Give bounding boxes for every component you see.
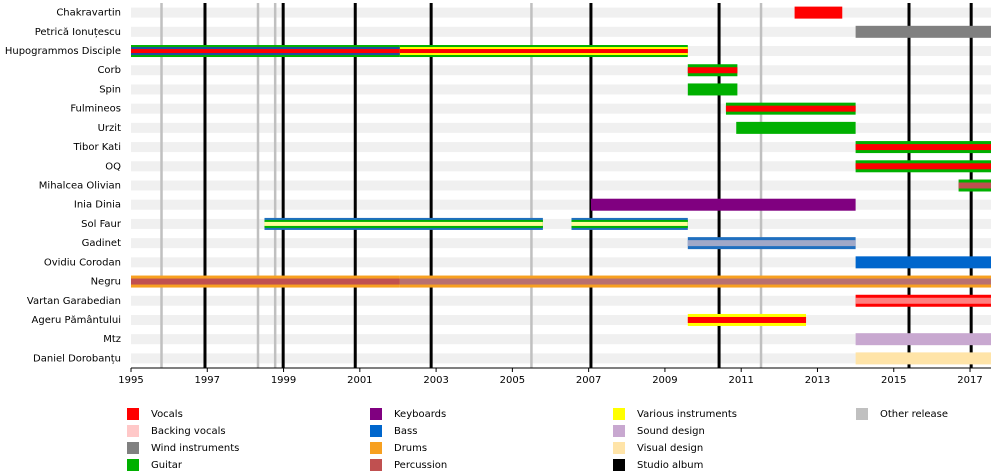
x-tick-label: 2009 xyxy=(652,375,677,386)
member-bar xyxy=(687,240,856,247)
row-band xyxy=(131,84,991,95)
legend-label: Bass xyxy=(394,426,417,437)
member-bar xyxy=(855,144,991,151)
row-band xyxy=(131,161,991,172)
member-label: Spin xyxy=(99,84,121,95)
member-bar xyxy=(855,256,991,269)
legend-swatch xyxy=(613,442,625,454)
member-bar xyxy=(687,316,807,323)
x-tick-label: 2015 xyxy=(881,375,906,386)
member-bar xyxy=(855,297,991,304)
row-band xyxy=(131,238,991,249)
x-tick-label: 1999 xyxy=(271,375,296,386)
member-bar xyxy=(264,221,543,226)
member-label: Ageru Pământului xyxy=(32,314,122,326)
legend-label: Vocals xyxy=(151,409,183,420)
member-bar xyxy=(687,83,738,96)
legend-label: Guitar xyxy=(151,460,183,471)
row-band xyxy=(131,334,991,345)
row-band xyxy=(131,122,991,133)
member-label: Corb xyxy=(97,65,121,76)
legend-swatch xyxy=(613,425,625,437)
member-bar xyxy=(399,278,992,285)
member-label: Mihalcea Olivian xyxy=(39,181,121,192)
row-band xyxy=(131,142,991,153)
member-label: Petrică Ionuțescu xyxy=(35,27,121,38)
row-band xyxy=(131,180,991,191)
legend-swatch xyxy=(856,408,868,420)
legend-label: Visual design xyxy=(637,443,703,454)
row-band xyxy=(131,199,991,210)
member-label: Fulmineos xyxy=(70,104,121,115)
member-bar xyxy=(958,182,991,189)
x-tick-label: 2013 xyxy=(805,375,830,386)
row-band xyxy=(131,257,991,268)
legend-swatch xyxy=(370,459,382,471)
x-tick-label: 2011 xyxy=(728,375,753,386)
member-label: Inia Dinia xyxy=(74,200,121,211)
legend-label: Studio album xyxy=(637,460,703,471)
member-bar xyxy=(855,333,991,346)
x-tick-label: 1997 xyxy=(195,375,220,386)
member-bar xyxy=(855,352,991,365)
member-label: Vartan Garabedian xyxy=(27,296,121,307)
legend-label: Other release xyxy=(880,409,948,420)
legend-label: Various instruments xyxy=(637,409,737,420)
legend-label: Keyboards xyxy=(394,409,446,420)
member-label: Urzit xyxy=(98,123,121,134)
row-band xyxy=(131,103,991,114)
member-bar xyxy=(590,198,856,211)
member-label: Gadinet xyxy=(82,238,121,249)
member-bar xyxy=(736,121,856,134)
x-tick-label: 2005 xyxy=(500,375,525,386)
row-band xyxy=(131,7,991,18)
member-label: Chakravartin xyxy=(56,8,121,19)
row-band xyxy=(131,218,991,229)
member-label: Negru xyxy=(91,277,121,288)
legend-swatch xyxy=(127,408,139,420)
member-bar xyxy=(571,221,688,226)
legend-swatch xyxy=(127,442,139,454)
x-tick-label: 1995 xyxy=(118,375,143,386)
row-band xyxy=(131,26,991,37)
member-label: Daniel Dorobanțu xyxy=(33,353,121,364)
legend-label: Backing vocals xyxy=(151,426,226,437)
legend-swatch xyxy=(370,442,382,454)
member-label: Tibor Kati xyxy=(72,142,121,153)
legend-swatch xyxy=(127,459,139,471)
x-tick-label: 2003 xyxy=(423,375,448,386)
legend-label: Sound design xyxy=(637,426,705,437)
member-bar xyxy=(794,6,843,19)
legend-swatch xyxy=(370,408,382,420)
member-label: Ovidiu Corodan xyxy=(44,257,121,268)
member-bar xyxy=(725,105,856,112)
member-bar xyxy=(855,25,991,38)
row-band xyxy=(131,295,991,306)
member-bar xyxy=(855,163,991,170)
x-tick-label: 2001 xyxy=(347,375,372,386)
legend-swatch xyxy=(613,459,625,471)
row-band xyxy=(131,314,991,325)
member-label: Sol Faur xyxy=(81,219,122,230)
legend-swatch xyxy=(127,425,139,437)
member-label: Hupogrammos Disciple xyxy=(5,46,121,57)
member-label: Mtz xyxy=(103,334,121,345)
member-bar xyxy=(687,67,738,74)
legend-label: Wind instruments xyxy=(151,443,239,454)
row-band xyxy=(131,353,991,364)
legend-label: Drums xyxy=(394,443,427,454)
legend-swatch xyxy=(613,408,625,420)
x-tick-label: 2007 xyxy=(576,375,601,386)
member-bar xyxy=(399,49,688,54)
member-label: OQ xyxy=(105,161,121,172)
member-bar xyxy=(131,278,400,285)
x-tick-label: 2017 xyxy=(957,375,982,386)
legend-label: Percussion xyxy=(394,460,447,471)
row-band xyxy=(131,65,991,76)
legend-swatch xyxy=(370,425,382,437)
member-bar xyxy=(131,49,400,54)
